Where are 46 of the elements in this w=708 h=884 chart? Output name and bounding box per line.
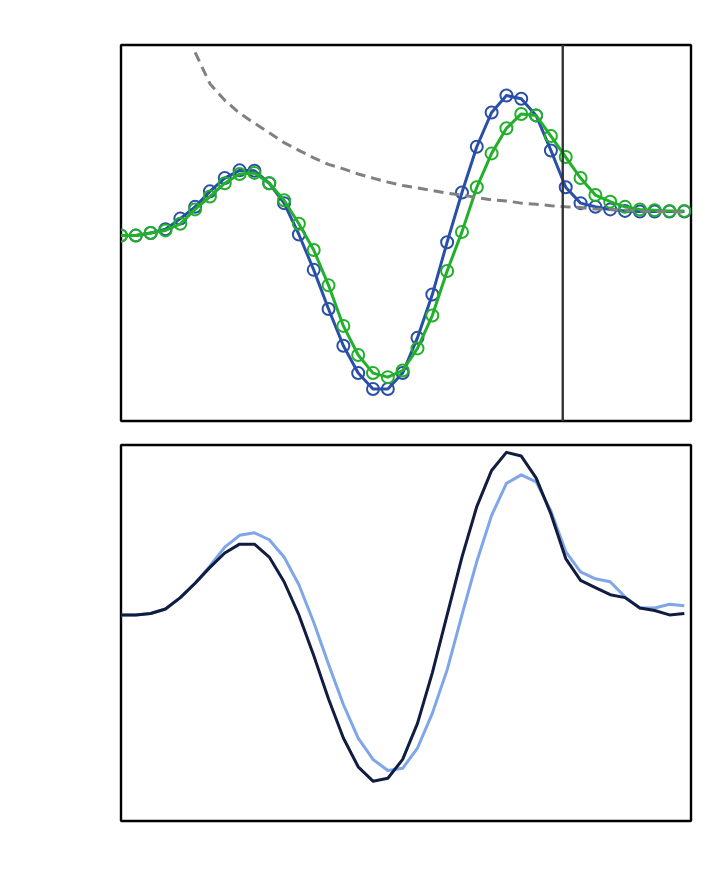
- point: [603, 202, 618, 217]
- point: [202, 184, 217, 199]
- point: [603, 194, 618, 209]
- point: [425, 287, 440, 302]
- point: [514, 91, 529, 106]
- point: [336, 338, 351, 353]
- point: [499, 121, 514, 136]
- point: [380, 381, 395, 396]
- point: [469, 139, 484, 154]
- point: [173, 211, 188, 226]
- point: [588, 188, 603, 203]
- point: [573, 196, 588, 211]
- point: [440, 263, 455, 278]
- point: [484, 105, 499, 120]
- point: [425, 308, 440, 323]
- point: [558, 150, 573, 165]
- point: [469, 180, 484, 195]
- point: [588, 199, 603, 214]
- point: [321, 301, 336, 316]
- point: [351, 366, 366, 381]
- point: [410, 341, 425, 356]
- point: [454, 224, 469, 239]
- point: [366, 381, 381, 396]
- point: [291, 227, 306, 242]
- point: [336, 318, 351, 333]
- point: [484, 146, 499, 161]
- point: [440, 235, 455, 250]
- point: [514, 106, 529, 121]
- point: [573, 171, 588, 186]
- point: [543, 143, 558, 158]
- point: [291, 216, 306, 231]
- point: [543, 129, 558, 144]
- point: [217, 176, 232, 191]
- point: [454, 185, 469, 200]
- point: [321, 278, 336, 293]
- point: [380, 370, 395, 385]
- point: [202, 189, 217, 204]
- point: [306, 242, 321, 257]
- point: [306, 262, 321, 277]
- point: [499, 88, 514, 103]
- point: [217, 171, 232, 186]
- point: [410, 330, 425, 345]
- point: [173, 216, 188, 231]
- point: [366, 366, 381, 381]
- point: [558, 180, 573, 195]
- point: [351, 348, 366, 362]
